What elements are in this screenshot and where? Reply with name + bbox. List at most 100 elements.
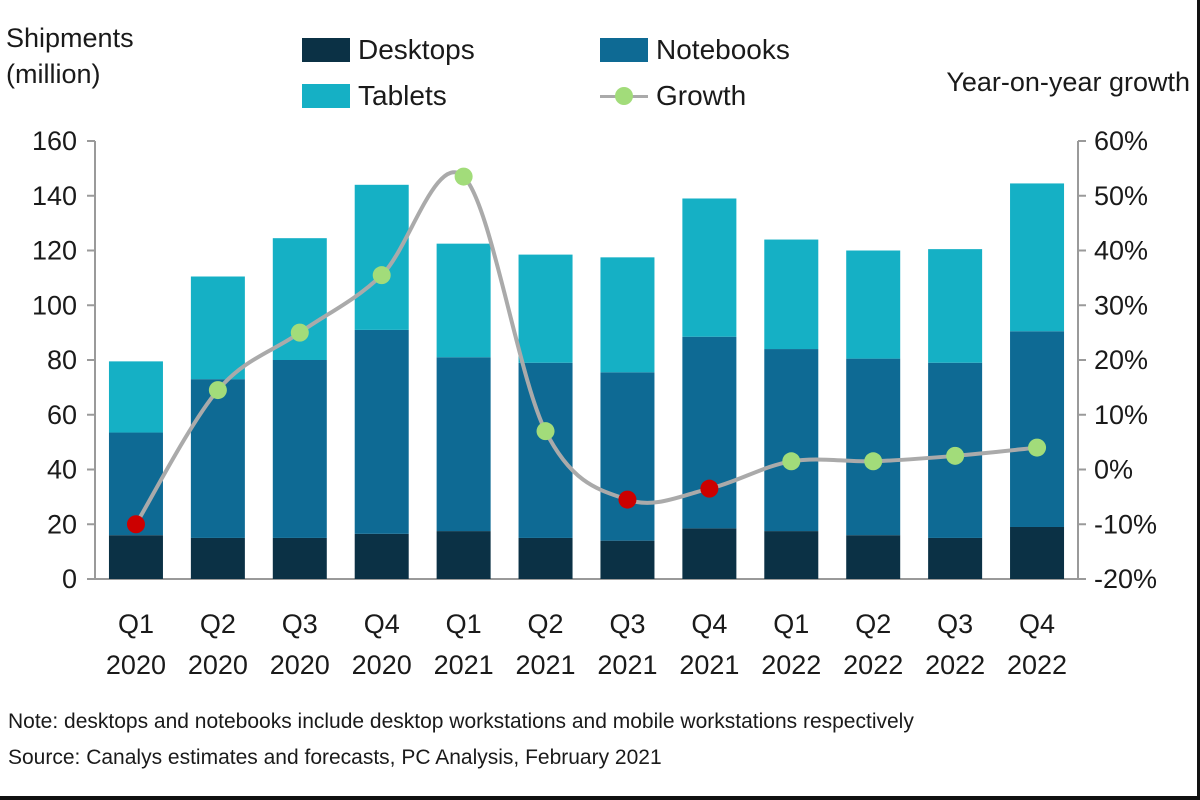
x-tick-label-year: 2022: [1007, 650, 1067, 680]
bar-tablets: [600, 257, 655, 373]
bar-notebooks: [190, 379, 245, 538]
x-tick-label-year: 2020: [352, 650, 412, 680]
bar-desktops: [682, 528, 737, 579]
bar-tablets: [846, 250, 901, 359]
bar-notebooks: [764, 349, 819, 532]
y-tick-label: 0: [62, 564, 77, 594]
growth-point: [372, 266, 391, 285]
bar-notebooks: [600, 372, 655, 541]
x-tick-label-quarter: Q2: [200, 609, 236, 639]
growth-line: [134, 170, 1038, 526]
x-tick-label-year: 2020: [188, 650, 248, 680]
legend-item-tablets: Tablets: [302, 76, 447, 116]
x-tick-label-quarter: Q4: [691, 609, 727, 639]
growth-point: [946, 446, 965, 465]
bar-desktops: [354, 533, 409, 579]
y-tick-label: 100: [32, 290, 77, 320]
x-tick-label-year: 2021: [434, 650, 494, 680]
bar-tablets: [928, 249, 983, 363]
x-tick-label-year: 2020: [270, 650, 330, 680]
bar-tablets: [518, 254, 573, 363]
legend-label-growth: Growth: [656, 80, 747, 111]
legend-swatch-notebooks: [600, 38, 648, 62]
y-tick-label: 60: [47, 400, 77, 430]
y2-tick-label: 30%: [1094, 290, 1148, 320]
growth-point: [618, 490, 637, 509]
y-axis-title-right: Year-on-year growth: [946, 67, 1190, 97]
note-text: Note: desktops and notebooks include des…: [8, 710, 914, 733]
bar-notebooks: [1010, 331, 1065, 527]
bar-tablets: [272, 238, 327, 360]
legend-label-desktops: Desktops: [358, 34, 475, 65]
source-text: Source: Canalys estimates and forecasts,…: [8, 746, 662, 769]
x-tick-label-quarter: Q1: [773, 609, 809, 639]
bar-tablets: [682, 198, 737, 337]
bar-desktops: [928, 537, 983, 579]
bar-tablets: [436, 243, 491, 358]
y-tick-label: 160: [32, 126, 77, 156]
bar-desktops: [190, 537, 245, 579]
y-tick-label: 140: [32, 181, 77, 211]
growth-point: [782, 452, 801, 471]
bar-tablets: [108, 361, 163, 433]
legend-swatch-tablets: [302, 84, 350, 108]
bar-notebooks: [272, 360, 327, 538]
x-tick-label-quarter: Q4: [364, 609, 400, 639]
y2-tick-label: 0%: [1094, 455, 1133, 485]
legend-label-tablets: Tablets: [358, 80, 447, 111]
x-tick-label-quarter: Q1: [118, 609, 154, 639]
legend-label-notebooks: Notebooks: [656, 34, 790, 65]
x-tick-label-quarter: Q4: [1019, 609, 1055, 639]
bar-desktops: [436, 531, 491, 579]
y2-tick-label: 60%: [1094, 126, 1148, 156]
bar-desktops: [108, 535, 163, 579]
y2-tick-label: 40%: [1094, 236, 1148, 266]
bar-desktops: [518, 537, 573, 579]
growth-point: [454, 167, 473, 186]
x-tick-label-year: 2020: [106, 650, 166, 680]
y-tick-label: 20: [47, 509, 77, 539]
y-tick-label: 40: [47, 455, 77, 485]
y2-tick-label: 50%: [1094, 181, 1148, 211]
bar-tablets: [1010, 183, 1065, 332]
legend-swatch-desktops: [302, 38, 350, 62]
growth-point: [208, 381, 227, 400]
bar-desktops: [846, 535, 901, 579]
legend-swatch-growth: [600, 84, 648, 108]
bar-desktops: [1010, 526, 1065, 579]
growth-point: [126, 515, 145, 534]
bar-desktops: [272, 537, 327, 579]
x-tick-label-year: 2021: [679, 650, 739, 680]
bar-notebooks: [354, 329, 409, 534]
bar-tablets: [190, 276, 245, 380]
bar-notebooks: [846, 358, 901, 536]
x-tick-label-quarter: Q3: [937, 609, 973, 639]
y2-tick-label: -10%: [1094, 509, 1157, 539]
growth-point: [700, 479, 719, 498]
x-tick-label-year: 2022: [761, 650, 821, 680]
bar-notebooks: [518, 362, 573, 538]
y2-tick-label: 10%: [1094, 400, 1148, 430]
growth-point: [290, 323, 309, 342]
bar-desktops: [764, 531, 819, 579]
y-tick-label: 80: [47, 345, 77, 375]
bar-notebooks: [436, 357, 491, 532]
chart-notes: Note: desktops and notebooks include des…: [8, 704, 914, 776]
x-tick-label-year: 2021: [516, 650, 576, 680]
x-tick-label-quarter: Q3: [609, 609, 645, 639]
legend-item-notebooks: Notebooks: [600, 30, 790, 70]
y2-tick-label: 20%: [1094, 345, 1148, 375]
growth-point: [1028, 438, 1047, 457]
bar-tablets: [764, 239, 819, 350]
bar-tablets: [354, 184, 409, 330]
y2-tick-label: -20%: [1094, 564, 1157, 594]
y-tick-label: 120: [32, 236, 77, 266]
chart-legend: Desktops Notebooks Tablets Growth: [302, 30, 822, 120]
bar-desktops: [600, 540, 655, 579]
growth-point: [536, 422, 555, 441]
x-tick-label-quarter: Q2: [855, 609, 891, 639]
x-tick-label-quarter: Q3: [282, 609, 318, 639]
x-tick-label-year: 2022: [843, 650, 903, 680]
